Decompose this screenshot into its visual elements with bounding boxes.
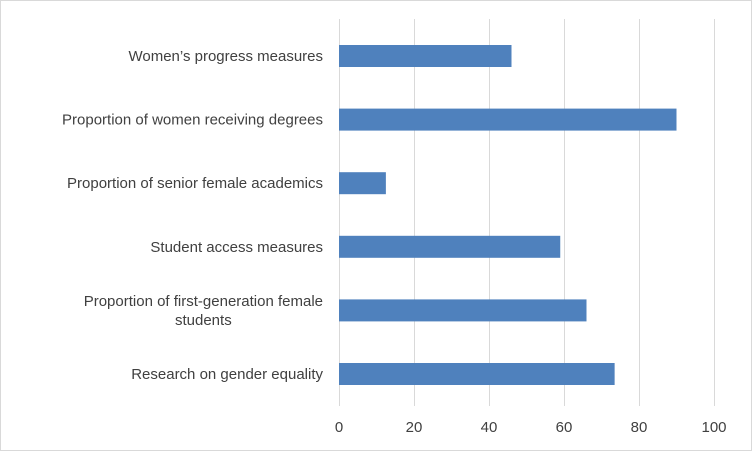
x-tick-label-40: 40 bbox=[481, 419, 498, 436]
category-label-0: Women’s progress measures bbox=[128, 48, 323, 65]
bar-0 bbox=[339, 45, 512, 67]
bars bbox=[339, 45, 677, 385]
x-axis-ticks: 0 20 40 60 80 100 bbox=[335, 419, 727, 436]
category-labels: Women’s progress measures Proportion of w… bbox=[62, 48, 323, 383]
category-label-3: Student access measures bbox=[150, 239, 323, 256]
category-label-2: Proportion of senior female academics bbox=[67, 175, 323, 192]
bar-4 bbox=[339, 299, 587, 322]
x-tick-label-0: 0 bbox=[335, 419, 343, 436]
bar-3 bbox=[339, 235, 561, 258]
category-label-1: Proportion of women receiving degrees bbox=[62, 112, 323, 129]
bar-5 bbox=[339, 363, 615, 385]
x-tick-label-100: 100 bbox=[701, 419, 726, 436]
x-tick-label-20: 20 bbox=[406, 419, 423, 436]
bar-1 bbox=[339, 108, 677, 131]
x-tick-label-80: 80 bbox=[631, 419, 648, 436]
category-label-5: Research on gender equality bbox=[131, 366, 323, 383]
bar-2 bbox=[339, 172, 386, 195]
category-label-4: Proportion of first-generation female stu… bbox=[84, 293, 323, 329]
x-tick-label-60: 60 bbox=[556, 419, 573, 436]
grid-lines bbox=[339, 19, 715, 406]
